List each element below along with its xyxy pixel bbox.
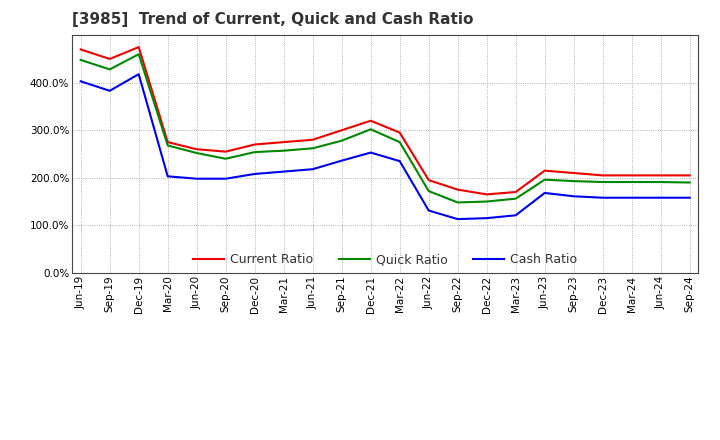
Quick Ratio bbox=[135, 51, 143, 57]
Quick Ratio bbox=[163, 143, 172, 148]
Cash Ratio bbox=[424, 208, 433, 213]
Current Ratio bbox=[482, 192, 491, 197]
Quick Ratio bbox=[105, 67, 114, 72]
Current Ratio bbox=[541, 168, 549, 173]
Current Ratio bbox=[511, 189, 520, 194]
Current Ratio bbox=[308, 137, 317, 143]
Current Ratio bbox=[221, 149, 230, 154]
Current Ratio bbox=[251, 142, 259, 147]
Cash Ratio bbox=[395, 158, 404, 164]
Legend: Current Ratio, Quick Ratio, Cash Ratio: Current Ratio, Quick Ratio, Cash Ratio bbox=[188, 248, 582, 271]
Cash Ratio bbox=[338, 158, 346, 163]
Cash Ratio bbox=[454, 216, 462, 222]
Current Ratio bbox=[366, 118, 375, 123]
Current Ratio bbox=[338, 128, 346, 133]
Quick Ratio bbox=[424, 188, 433, 194]
Current Ratio bbox=[105, 56, 114, 62]
Cash Ratio bbox=[570, 194, 578, 199]
Quick Ratio bbox=[308, 146, 317, 151]
Cash Ratio bbox=[511, 213, 520, 218]
Cash Ratio bbox=[366, 150, 375, 155]
Cash Ratio bbox=[657, 195, 665, 200]
Line: Quick Ratio: Quick Ratio bbox=[81, 54, 690, 202]
Quick Ratio bbox=[279, 148, 288, 153]
Quick Ratio bbox=[338, 138, 346, 143]
Cash Ratio bbox=[279, 169, 288, 174]
Cash Ratio bbox=[308, 167, 317, 172]
Current Ratio bbox=[395, 130, 404, 135]
Current Ratio bbox=[192, 147, 201, 152]
Text: [3985]  Trend of Current, Quick and Cash Ratio: [3985] Trend of Current, Quick and Cash … bbox=[72, 12, 473, 27]
Quick Ratio bbox=[657, 180, 665, 185]
Cash Ratio bbox=[221, 176, 230, 181]
Quick Ratio bbox=[192, 150, 201, 156]
Line: Cash Ratio: Cash Ratio bbox=[81, 74, 690, 219]
Cash Ratio bbox=[598, 195, 607, 200]
Quick Ratio bbox=[627, 180, 636, 185]
Current Ratio bbox=[163, 139, 172, 145]
Quick Ratio bbox=[76, 57, 85, 62]
Current Ratio bbox=[685, 173, 694, 178]
Cash Ratio bbox=[76, 79, 85, 84]
Quick Ratio bbox=[685, 180, 694, 185]
Cash Ratio bbox=[192, 176, 201, 181]
Cash Ratio bbox=[251, 171, 259, 176]
Cash Ratio bbox=[541, 191, 549, 196]
Quick Ratio bbox=[482, 199, 491, 204]
Quick Ratio bbox=[221, 156, 230, 161]
Quick Ratio bbox=[366, 127, 375, 132]
Cash Ratio bbox=[627, 195, 636, 200]
Current Ratio bbox=[570, 170, 578, 176]
Quick Ratio bbox=[541, 177, 549, 182]
Current Ratio bbox=[454, 187, 462, 192]
Quick Ratio bbox=[598, 180, 607, 185]
Cash Ratio bbox=[135, 72, 143, 77]
Current Ratio bbox=[657, 173, 665, 178]
Cash Ratio bbox=[163, 174, 172, 179]
Quick Ratio bbox=[511, 196, 520, 202]
Current Ratio bbox=[135, 44, 143, 50]
Quick Ratio bbox=[454, 200, 462, 205]
Current Ratio bbox=[76, 47, 85, 52]
Current Ratio bbox=[424, 177, 433, 183]
Quick Ratio bbox=[570, 179, 578, 184]
Cash Ratio bbox=[105, 88, 114, 93]
Cash Ratio bbox=[685, 195, 694, 200]
Current Ratio bbox=[627, 173, 636, 178]
Quick Ratio bbox=[395, 139, 404, 145]
Line: Current Ratio: Current Ratio bbox=[81, 47, 690, 194]
Current Ratio bbox=[279, 139, 288, 145]
Cash Ratio bbox=[482, 216, 491, 221]
Current Ratio bbox=[598, 173, 607, 178]
Quick Ratio bbox=[251, 150, 259, 155]
